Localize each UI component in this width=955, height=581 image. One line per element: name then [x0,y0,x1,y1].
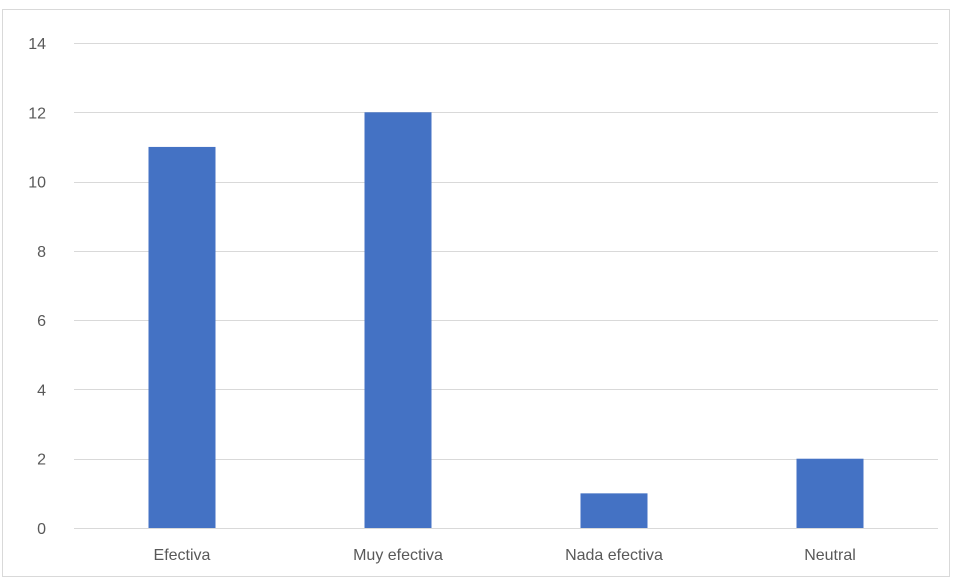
y-tick-label: 12 [28,105,46,122]
bars [148,112,864,529]
y-tick-label: 8 [37,244,46,261]
x-tick-label: Muy efectiva [353,547,443,564]
x-tick-label: Nada efectiva [565,547,663,564]
bar-muy-efectiva [364,112,432,529]
gridlines [74,43,938,529]
x-tick-label: Efectiva [154,547,211,564]
y-tick-label: 4 [37,382,46,399]
bar-efectiva [148,146,216,528]
y-tick-label: 2 [37,452,46,469]
y-tick-label: 14 [28,36,46,53]
y-tick-label: 6 [37,313,46,330]
bar-nada-efectiva [580,493,648,528]
bar-neutral [796,458,864,528]
x-tick-label: Neutral [804,547,856,564]
x-axis-ticks: Efectiva Muy efectiva Nada efectiva Neutral [154,547,856,564]
y-axis-ticks: 0 2 4 6 8 10 12 14 [28,36,46,538]
y-tick-label: 10 [28,175,46,192]
y-tick-label: 0 [37,521,46,538]
